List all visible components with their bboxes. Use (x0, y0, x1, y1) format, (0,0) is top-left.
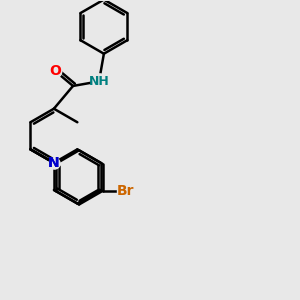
Text: N: N (48, 156, 60, 170)
Text: N: N (48, 156, 60, 170)
Text: NH: NH (88, 75, 110, 88)
Text: O: O (50, 64, 61, 78)
Text: Br: Br (117, 184, 134, 198)
